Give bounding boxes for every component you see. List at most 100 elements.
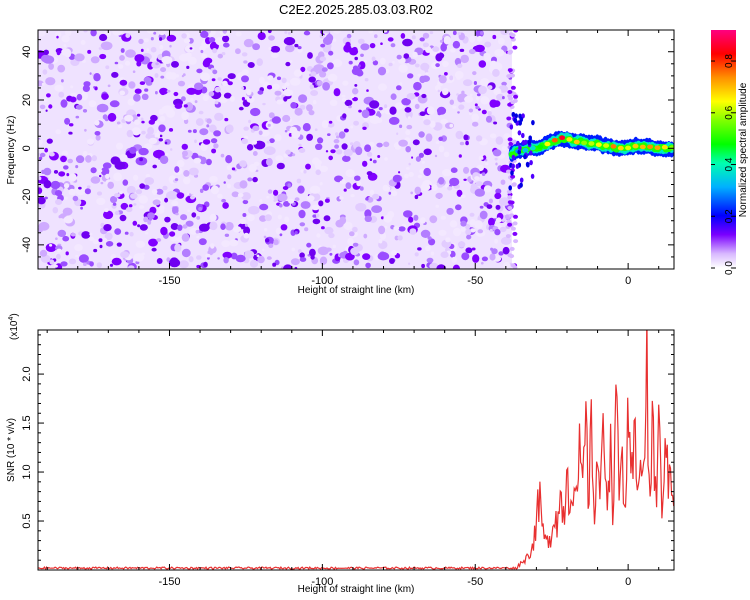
noise-blob — [423, 119, 431, 126]
noise-edge-blob — [507, 253, 513, 258]
noise-blob — [200, 30, 209, 38]
noise-blob — [169, 72, 177, 80]
noise-blob — [438, 136, 444, 141]
noise-blob — [45, 77, 56, 86]
noise-blob — [38, 156, 43, 161]
noise-blob — [429, 215, 438, 224]
noise-blob — [58, 91, 65, 98]
noise-blob — [327, 133, 331, 137]
noise-blob — [102, 114, 108, 120]
noise-blob — [300, 201, 311, 209]
noise-edge-blob — [506, 189, 512, 194]
noise-blob — [277, 214, 282, 220]
noise-blob — [43, 49, 49, 55]
noise-blob — [343, 221, 353, 231]
noise-blob — [111, 71, 119, 78]
noise-blob — [482, 155, 487, 160]
noise-blob — [440, 215, 446, 220]
noise-blob — [276, 162, 285, 170]
noise-blob — [472, 71, 477, 76]
noise-blob — [281, 77, 287, 84]
noise-blob — [468, 108, 474, 113]
noise-blob — [332, 244, 336, 249]
noise-edge-blob — [505, 234, 511, 239]
noise-blob — [139, 183, 146, 189]
noise-blob — [284, 31, 288, 34]
noise-edge-blob — [508, 96, 514, 101]
noise-blob — [315, 169, 321, 176]
noise-blob — [291, 247, 296, 252]
noise-blob — [54, 190, 63, 197]
noise-blob — [221, 198, 227, 203]
noise-blob — [146, 48, 150, 52]
noise-blob — [494, 157, 498, 161]
signal-onset-blob — [511, 163, 515, 169]
noise-blob — [194, 139, 197, 144]
colorbar-tick-label: 0.4 — [724, 157, 735, 171]
noise-blob — [327, 62, 334, 70]
noise-blob — [395, 102, 404, 110]
noise-blob — [309, 248, 316, 257]
noise-blob — [377, 252, 390, 261]
signal-ridge-core — [588, 141, 595, 146]
noise-blob — [195, 229, 200, 234]
noise-blob — [330, 149, 336, 154]
noise-blob — [38, 196, 46, 205]
noise-blob — [239, 218, 247, 225]
noise-blob — [350, 125, 354, 129]
noise-blob — [364, 144, 372, 152]
noise-blob — [397, 107, 400, 111]
noise-blob — [498, 37, 505, 45]
noise-blob — [349, 47, 359, 56]
noise-blob — [90, 30, 97, 37]
y-tick-label: 1.5 — [21, 415, 33, 430]
noise-blob — [348, 60, 353, 65]
noise-blob — [379, 232, 387, 240]
noise-blob — [72, 195, 79, 202]
noise-blob — [55, 237, 58, 240]
noise-blob — [302, 123, 311, 132]
noise-blob — [319, 165, 329, 172]
noise-blob — [48, 62, 54, 70]
noise-blob — [436, 264, 446, 269]
noise-blob — [93, 248, 98, 253]
noise-blob — [333, 30, 341, 34]
noise-blob — [174, 103, 183, 109]
snr-y-multiplier-exponent: 4 — [8, 317, 15, 321]
noise-blob — [305, 163, 311, 170]
noise-blob — [200, 49, 204, 54]
noise-blob — [39, 249, 48, 257]
noise-blob — [150, 37, 154, 41]
noise-blob — [112, 30, 123, 36]
noise-blob — [84, 128, 87, 132]
noise-blob — [282, 186, 289, 190]
noise-blob — [139, 81, 146, 85]
noise-blob — [318, 200, 324, 207]
noise-blob — [282, 114, 291, 123]
noise-blob — [139, 157, 144, 162]
noise-blob — [60, 261, 68, 267]
noise-blob — [294, 43, 299, 48]
noise-blob — [258, 130, 263, 136]
noise-blob — [69, 173, 77, 182]
noise-blob — [226, 183, 231, 189]
noise-blob — [200, 72, 211, 82]
noise-blob — [438, 229, 447, 236]
noise-blob — [113, 172, 122, 182]
noise-blob — [151, 188, 158, 195]
noise-blob — [220, 223, 226, 230]
noise-blob — [451, 256, 458, 263]
noise-blob — [175, 212, 179, 216]
noise-blob — [267, 123, 271, 127]
noise-blob — [181, 248, 191, 258]
noise-blob — [310, 71, 317, 77]
noise-blob — [181, 96, 186, 102]
noise-blob — [90, 176, 101, 184]
noise-blob — [495, 136, 504, 145]
noise-blob — [418, 131, 425, 138]
noise-blob — [273, 189, 279, 196]
noise-blob — [226, 165, 232, 171]
noise-blob — [266, 85, 273, 90]
noise-blob — [252, 125, 260, 132]
noise-blob — [206, 124, 210, 128]
